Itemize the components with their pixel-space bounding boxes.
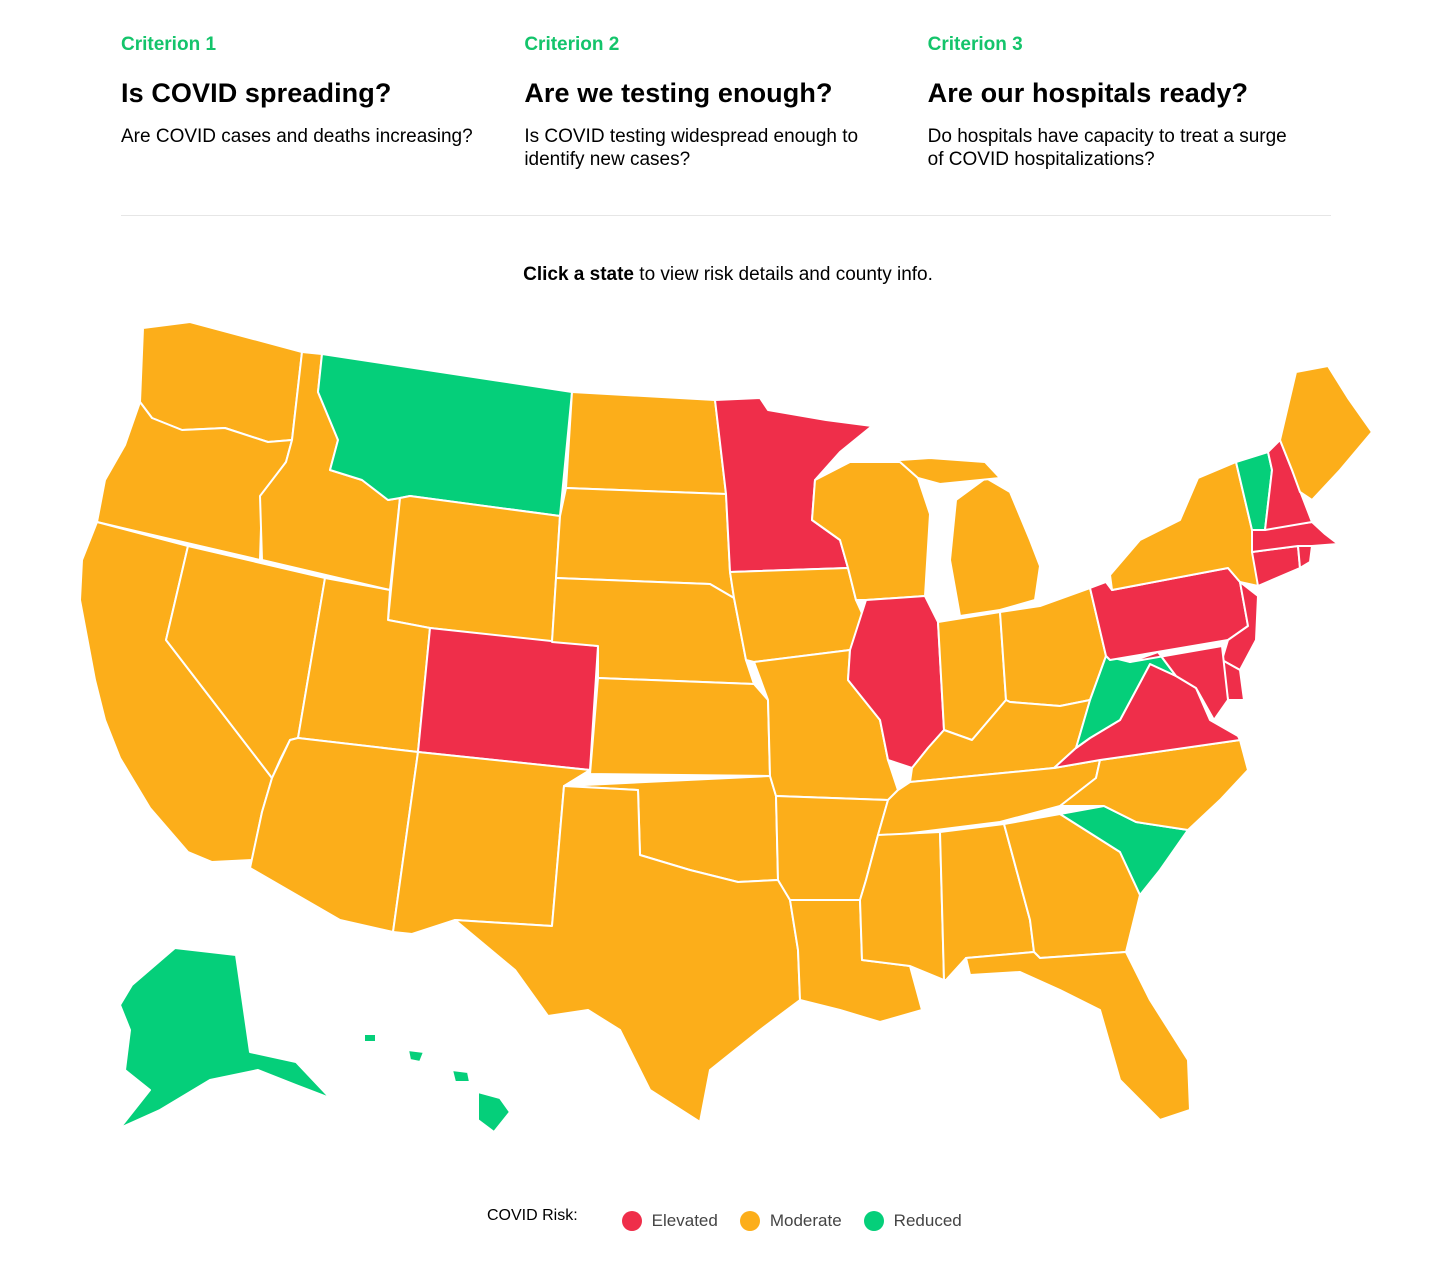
criterion-title: Are our hospitals ready? xyxy=(927,78,1249,108)
criterion-title: Is COVID spreading? xyxy=(121,78,392,108)
state-wyoming[interactable] xyxy=(387,495,561,643)
state-north-dakota[interactable] xyxy=(565,391,727,495)
instruction-emphasis: Click a state xyxy=(523,264,635,285)
map-instruction: Click a state to view risk details and c… xyxy=(0,262,1456,288)
legend-swatch-reduced xyxy=(863,1211,884,1231)
state-kansas[interactable] xyxy=(589,677,771,777)
criterion-kicker: Criterion 3 xyxy=(927,34,1023,55)
state-maine[interactable] xyxy=(1279,365,1373,501)
criterion-3: Criterion 3 Are our hospitals ready? Do … xyxy=(928,32,1331,171)
legend-item-reduced: Reduced xyxy=(863,1211,962,1231)
legend-title: COVID Risk: xyxy=(487,1207,578,1224)
state-hawaii-kauai[interactable] xyxy=(363,1033,377,1043)
criterion-1: Criterion 1 Is COVID spreading? Are COVI… xyxy=(121,32,524,171)
state-rhode-island[interactable] xyxy=(1297,545,1313,569)
legend-swatch-moderate xyxy=(739,1211,760,1231)
state-north-carolina[interactable] xyxy=(1059,739,1249,831)
state-michigan[interactable] xyxy=(949,477,1041,617)
state-montana[interactable] xyxy=(317,353,573,517)
legend-label-elevated: Elevated xyxy=(651,1211,718,1230)
state-maryland[interactable] xyxy=(1129,645,1229,721)
criterion-2: Criterion 2 Are we testing enough? Is CO… xyxy=(524,32,927,171)
legend-label-reduced: Reduced xyxy=(893,1211,962,1230)
map-legend: COVID Risk: Elevated Moderate Reduced xyxy=(487,1207,984,1234)
state-hawaii[interactable] xyxy=(477,1091,511,1133)
criterion-kicker: Criterion 2 xyxy=(524,34,620,55)
state-mississippi[interactable] xyxy=(859,831,945,981)
criterion-title: Are we testing enough? xyxy=(524,78,833,108)
state-texas[interactable] xyxy=(454,785,801,1123)
criterion-description: Are COVID cases and deaths increasing? xyxy=(121,126,473,147)
us-risk-map xyxy=(79,321,1373,1133)
state-florida[interactable] xyxy=(965,951,1191,1121)
instruction-text: to view risk details and county info. xyxy=(634,264,933,285)
criterion-description: Is COVID testing widespread enough to id… xyxy=(524,126,859,170)
criterion-description: Do hospitals have capacity to treat a su… xyxy=(927,126,1287,170)
criterion-kicker: Criterion 1 xyxy=(121,34,217,55)
state-michigan-upper[interactable] xyxy=(869,457,1001,485)
state-hawaii-maui[interactable] xyxy=(451,1069,471,1083)
state-alaska[interactable] xyxy=(119,947,331,1129)
divider xyxy=(121,215,1331,216)
criteria-row: Criterion 1 Is COVID spreading? Are COVI… xyxy=(121,32,1331,171)
legend-swatch-elevated xyxy=(621,1211,642,1231)
state-new-york[interactable] xyxy=(1109,461,1259,591)
state-colorado[interactable] xyxy=(417,627,599,771)
state-iowa[interactable] xyxy=(729,567,867,663)
legend-item-elevated: Elevated xyxy=(621,1211,718,1231)
legend-item-moderate: Moderate xyxy=(739,1211,842,1231)
state-hawaii-oahu[interactable] xyxy=(407,1049,425,1063)
legend-label-moderate: Moderate xyxy=(769,1211,842,1230)
